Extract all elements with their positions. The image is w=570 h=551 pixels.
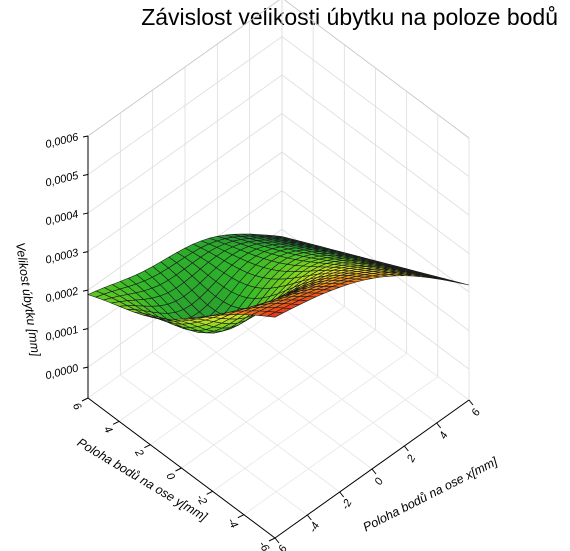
y-tick-mark: [112, 420, 120, 425]
y-tick-mark: [144, 444, 151, 449]
x-tick-mark: [403, 445, 409, 452]
y-tick-mark: [175, 467, 182, 472]
x-tick-label: -2: [339, 497, 354, 511]
x-tick-mark: [274, 537, 280, 544]
z-tick-mark: [82, 212, 89, 215]
z-tick-mark: [82, 135, 89, 138]
chart-title: Závislost velikosti úbytku na poloze bod…: [141, 4, 558, 30]
z-tick-mark: [82, 289, 89, 292]
z-tick-label: 0,0002: [44, 285, 80, 305]
x-tick-label: 0: [373, 475, 387, 487]
x-tick-label: -6: [275, 543, 291, 551]
y-tick-label: 6: [70, 401, 84, 413]
z-tick-label: 0,0003: [44, 247, 80, 267]
y-tick-label: -6: [256, 539, 272, 551]
surface-mesh: [87, 233, 470, 334]
grid-line: [150, 306, 345, 445]
box-edge: [87, 0, 280, 137]
x-axis-label: Poloha bodů na ose x[mm]: [361, 454, 500, 534]
y-tick-label: 2: [132, 447, 146, 459]
box-edge: [284, 0, 470, 139]
x-tick-label: 2: [404, 453, 418, 465]
z-tick-label: 0,0000: [44, 362, 80, 382]
y-tick-mark: [237, 514, 245, 519]
x-tick-mark: [339, 491, 345, 498]
z-tick-mark: [82, 174, 89, 177]
y-tick-mark: [268, 537, 276, 542]
y-tick-label: -4: [225, 516, 240, 530]
x-tick-mark: [371, 468, 377, 475]
z-tick-label: 0,0001: [44, 324, 80, 344]
grid-line: [217, 305, 405, 447]
x-tick-mark: [468, 399, 474, 406]
z-tick-label: 0,0006: [44, 131, 80, 151]
z-tick-mark: [82, 251, 89, 254]
surface-patch: [266, 311, 285, 318]
y-tick-label: 4: [101, 424, 114, 435]
y-tick-mark: [206, 490, 213, 495]
z-tick-mark: [82, 328, 89, 331]
z-tick-label: 0,0004: [44, 208, 80, 228]
grid-line: [181, 329, 376, 469]
x-tick-mark: [436, 422, 442, 429]
z-tick-mark: [82, 366, 89, 369]
x-tick-label: -4: [307, 520, 322, 534]
x-tick-mark: [306, 514, 312, 521]
x-tick-label: 6: [470, 406, 484, 418]
x-tick-label: 4: [437, 430, 450, 441]
y-tick-label: 0: [163, 471, 177, 483]
z-axis-label: Velikost úbytku [mm]: [13, 242, 43, 358]
y-tick-mark: [81, 397, 89, 402]
z-tick-label: 0,0005: [44, 170, 80, 190]
